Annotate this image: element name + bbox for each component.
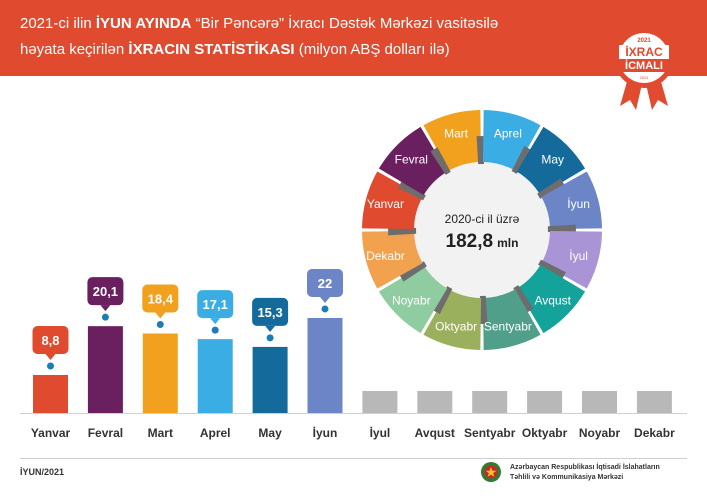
header-line-1: 2021-ci ilin İYUN AYINDA “Bir Pəncərə” İ…: [20, 15, 499, 32]
donut-segment-label: Sentyabr: [484, 320, 532, 334]
donut-separator: [476, 136, 485, 165]
donut-segment: [378, 264, 448, 334]
x-tick-label: İyul: [370, 425, 391, 440]
donut-separator: [511, 146, 532, 174]
donut-segment: [482, 110, 541, 171]
donut-separator: [398, 180, 426, 201]
value-callout: 15,3: [252, 297, 289, 332]
value-callout: 22: [307, 268, 343, 303]
svg-text:2021: 2021: [637, 38, 651, 44]
bar-4: [197, 339, 233, 413]
x-tick-label: Yanvar: [31, 426, 71, 440]
svg-text:İCMALI: İCMALI: [625, 59, 663, 72]
bar-5: [252, 346, 288, 413]
donut-separator: [430, 147, 451, 175]
donut-separator: [432, 286, 453, 314]
bar-2: [87, 326, 123, 413]
donut-segment: [541, 230, 602, 289]
monthly-bar-chart: Yanvar 8,8 Fevral 20,1 Mart 18,4 Aprel 17,1 May 1…: [20, 268, 687, 440]
bar-3: [142, 333, 178, 413]
data-label: 18,4: [148, 292, 174, 307]
footer-divider: [20, 458, 687, 459]
bar-10: [527, 391, 563, 413]
x-tick-label: Fevral: [88, 426, 123, 440]
donut-separator: [479, 295, 488, 324]
donut-segment-label: Mart: [444, 126, 469, 140]
header-line-2: həyata keçirilən İXRACIN STATİSTİKASI (m…: [20, 41, 450, 58]
bar-7: [362, 391, 398, 413]
bar-1: [33, 374, 68, 413]
data-label: 22: [318, 276, 332, 291]
x-tick-label: Dekabr: [634, 426, 675, 440]
bar-marker-dot: [321, 305, 329, 313]
donut-separator: [513, 285, 534, 313]
x-tick-label: İyun: [313, 425, 338, 440]
donut-separator: [537, 178, 565, 199]
x-tick-label: Sentyabr: [464, 426, 516, 440]
bar-8: [417, 391, 453, 413]
donut-segment: [378, 126, 448, 196]
donut-separator: [399, 261, 427, 282]
footer-org-line-2: Təhlili və Kommunikasiya Mərkəzi: [510, 474, 624, 481]
bar-11: [582, 391, 617, 413]
value-callout: 8,8: [32, 325, 69, 360]
value-callout: 18,4: [142, 284, 179, 319]
bar-marker-dot: [47, 362, 54, 370]
donut-segment-label: Oktyabr: [435, 320, 477, 334]
x-tick-label: Noyabr: [579, 426, 621, 440]
donut-center-caption: 2020-ci il üzrə: [445, 212, 520, 226]
header-banner: 2021-ci ilin İYUN AYINDA “Bir Pəncərə” İ…: [0, 0, 707, 76]
donut-segment-label: Noyabr: [392, 294, 431, 308]
data-label: 20,1: [93, 284, 118, 299]
donut-segment-label: Aprel: [494, 126, 522, 140]
svg-text:2021: 2021: [640, 75, 650, 80]
donut-segment-label: Dekabr: [366, 249, 405, 263]
export-review-badge-logo: 2021 İXRAC İCMALI 2021: [614, 28, 674, 110]
emblem-icon: [481, 462, 501, 482]
donut-segment-label: Avqust: [534, 294, 571, 308]
x-tick-label: Aprel: [200, 426, 231, 440]
footer-org-line-1: Azərbaycan Respublikası İqtisadi İslahat…: [510, 464, 660, 471]
bar-marker-dot: [101, 313, 109, 321]
bar-6: [307, 317, 343, 413]
x-tick-label: Oktyabr: [522, 426, 568, 440]
donut-segment: [362, 171, 423, 230]
donut-segment-label: Fevral: [395, 152, 428, 166]
donut-segment: [516, 126, 586, 196]
footer-organization: Azərbaycan Respublikası İqtisadi İslahat…: [510, 463, 700, 483]
donut-center: [410, 158, 554, 302]
bar-marker-dot: [211, 326, 219, 334]
bar-marker-dot: [156, 321, 164, 329]
svg-text:İXRAC: İXRAC: [625, 44, 663, 59]
donut-segment: [362, 230, 423, 289]
donut-separator: [547, 224, 576, 233]
x-tick-label: Avqust: [415, 426, 455, 440]
donut-segment-label: İyun: [567, 197, 590, 211]
donut-segment: [541, 171, 602, 230]
bar-marker-dot: [266, 334, 274, 342]
bar-12: [636, 391, 672, 413]
donut-separator: [388, 227, 417, 236]
donut-segment: [423, 110, 482, 171]
data-label: 17,1: [203, 297, 228, 312]
x-tick-label: May: [258, 426, 282, 440]
footer-date: İYUN/2021: [20, 467, 65, 477]
donut-segment-label: Yanvar: [367, 197, 404, 211]
donut-segment-label: İyul: [569, 249, 588, 263]
x-tick-label: Mart: [148, 426, 173, 440]
value-callout: 20,1: [87, 277, 124, 312]
donut-segment-label: May: [541, 152, 564, 166]
data-label: 15,3: [257, 305, 282, 320]
bar-9: [472, 391, 508, 413]
value-callout: 17,1: [197, 290, 234, 325]
donut-segment: [482, 289, 541, 350]
data-label: 8,8: [41, 333, 59, 348]
donut-center-total: 182,8 mln: [446, 231, 519, 252]
donut-segment: [423, 289, 482, 350]
donut-separator: [538, 259, 566, 280]
donut-segment: [516, 264, 586, 334]
